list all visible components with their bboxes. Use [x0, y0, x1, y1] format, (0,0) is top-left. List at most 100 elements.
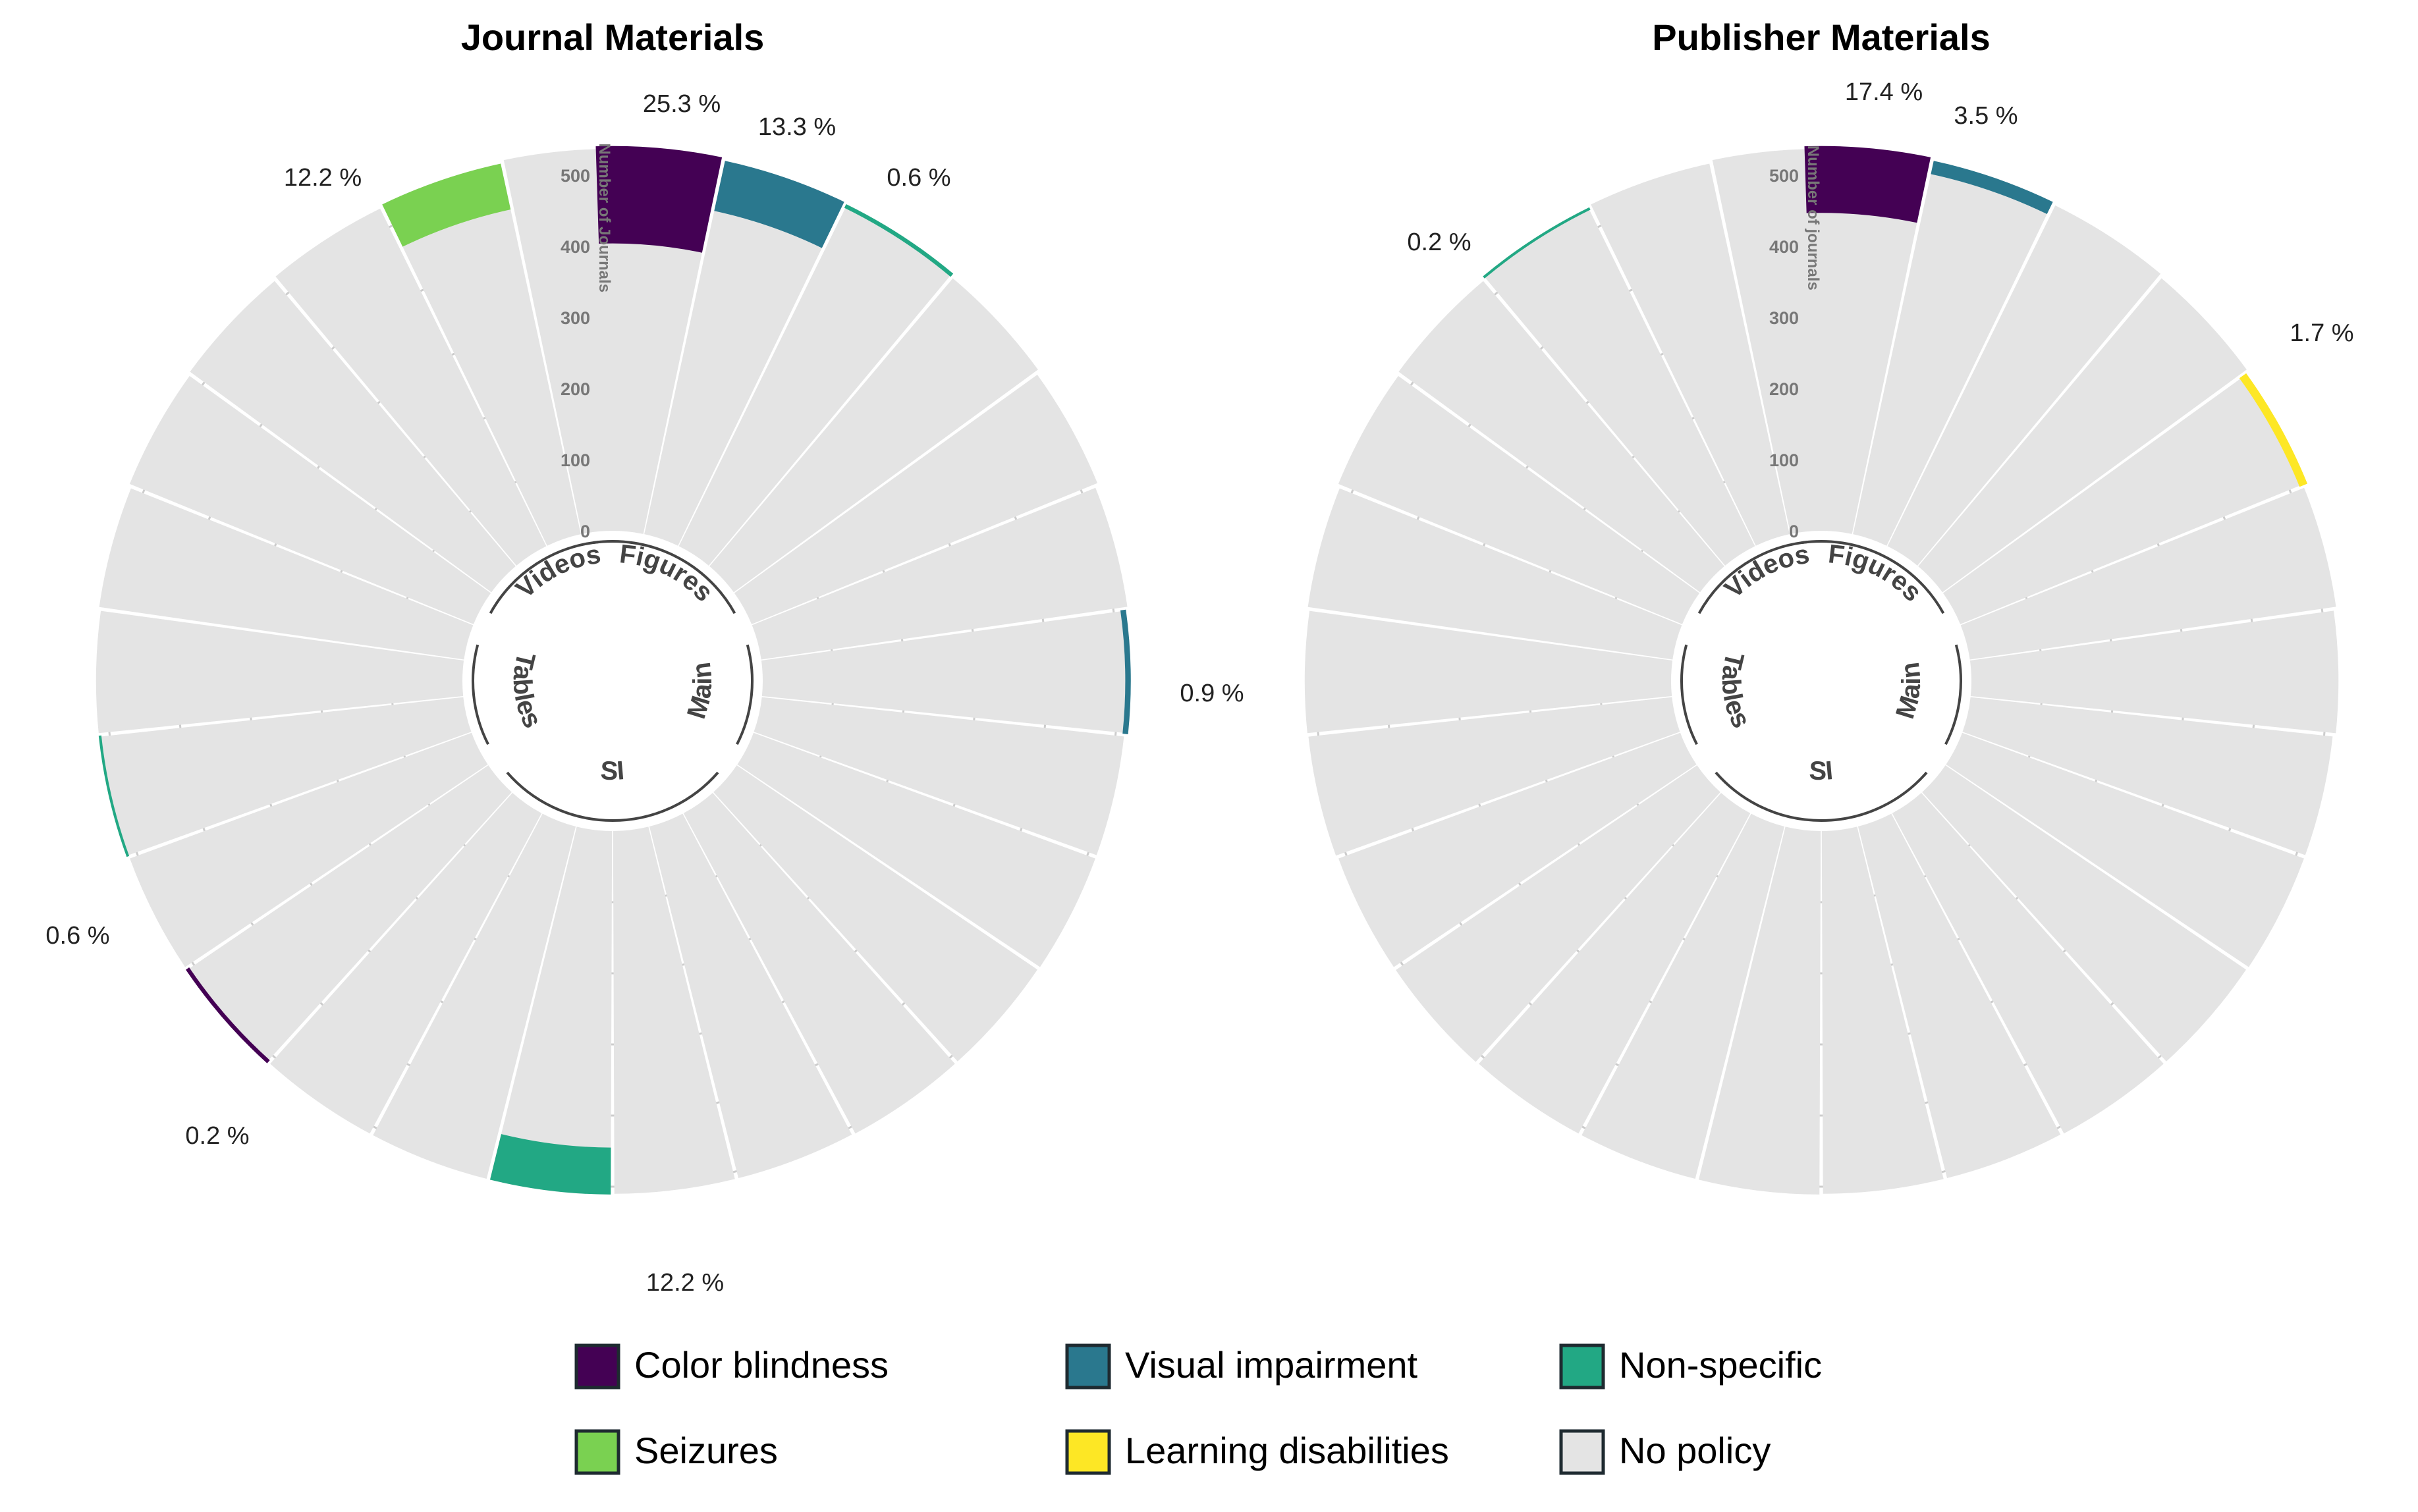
group-label: Tables — [1717, 649, 1756, 732]
bar-no-policy — [129, 375, 491, 624]
legend-swatch-no-policy — [1559, 1429, 1605, 1475]
bar-no-policy — [1892, 792, 2164, 1134]
bar-no-policy — [1479, 792, 1751, 1134]
bar-no-policy — [96, 610, 464, 734]
bar-no-policy — [1712, 149, 1838, 534]
y-tick-label: 200 — [561, 379, 590, 399]
bar-no-policy — [190, 281, 516, 593]
bar-no-policy — [187, 765, 512, 1062]
bar-no-policy — [1307, 488, 1682, 660]
bar-no-policy — [754, 697, 1124, 855]
bar-no-policy — [382, 163, 581, 546]
bar-no-policy — [1922, 765, 2247, 1062]
y-axis-label: Number of Journals — [595, 143, 613, 292]
bar-no-policy — [737, 732, 1095, 967]
bar-no-policy — [1591, 163, 1790, 546]
legend-label: Color blindness — [634, 1344, 889, 1386]
bar-no-policy — [1398, 281, 1724, 593]
bar-no-policy — [649, 813, 852, 1179]
group-label: SI — [600, 756, 626, 786]
y-tick-label: 300 — [1769, 308, 1799, 328]
bar-segment-color-blindness — [1804, 146, 1931, 223]
bar-no-policy — [734, 374, 1098, 624]
bar-no-policy — [1304, 610, 1673, 734]
bar-no-policy — [1962, 697, 2333, 855]
legend-label: No policy — [1619, 1430, 1771, 1471]
legend: Color blindness Visual impairment Non-spec… — [574, 1343, 1822, 1475]
legend-label: Seizures — [634, 1430, 778, 1471]
legend-swatch-non-specific — [1559, 1343, 1605, 1390]
bar-segment-color-blindness — [185, 967, 270, 1064]
y-tick-label: 200 — [1769, 379, 1799, 399]
bar-no-policy — [1698, 826, 1821, 1195]
y-tick-label: 500 — [561, 166, 590, 186]
y-tick-label: 400 — [561, 237, 590, 257]
data-label: 1.7 % — [2290, 319, 2353, 347]
bar-no-policy — [1338, 375, 1700, 624]
bar-segment-non-specific — [98, 735, 130, 857]
bar-segment-visual-impairment — [714, 161, 844, 248]
chart-title: Journal Materials — [461, 16, 765, 58]
group-arc-tables — [472, 644, 489, 745]
data-label: 12.2 % — [646, 1269, 724, 1297]
data-label: 25.3 % — [643, 90, 721, 118]
group-label: SI — [1809, 756, 1834, 786]
bar-no-policy — [752, 487, 1128, 660]
legend-swatch-color-blindness — [574, 1343, 620, 1390]
bar-no-policy — [1942, 374, 2307, 624]
bar-no-policy — [130, 732, 488, 967]
bar-segment-visual-impairment — [1931, 161, 2053, 215]
bar-no-policy — [1821, 826, 1944, 1194]
bar-no-policy — [1857, 813, 2061, 1179]
legend-swatch-learning-disabilities — [1065, 1429, 1111, 1475]
bar-no-policy — [644, 161, 844, 546]
bar-no-policy — [1969, 610, 2339, 734]
legend-swatch-seizures — [574, 1429, 620, 1475]
bar-segment-non-specific — [489, 1134, 611, 1195]
group-label: Tables — [508, 649, 547, 732]
legend-label: Visual impairment — [1125, 1344, 1417, 1386]
y-tick-label: 0 — [580, 522, 590, 541]
data-label: 0.6 % — [45, 922, 109, 950]
group-label: Main — [1890, 661, 1926, 722]
group-arc-si — [506, 771, 719, 822]
bar-no-policy — [1581, 813, 1785, 1179]
group-arc-videos — [1697, 540, 1809, 614]
data-label: 13.3 % — [758, 113, 836, 141]
y-tick-label: 500 — [1769, 166, 1799, 186]
y-tick-label: 100 — [1769, 450, 1799, 470]
group-arc-figures — [593, 540, 736, 614]
bar-no-policy — [613, 826, 735, 1194]
bar-segment-non-specific — [844, 203, 954, 277]
bar-no-policy — [1396, 765, 1720, 1062]
data-label: 0.2 % — [1407, 229, 1471, 256]
y-tick-label: 300 — [561, 308, 590, 328]
bar-no-policy — [99, 488, 474, 660]
group-arc-main — [1944, 644, 1962, 745]
group-arc-figures — [1801, 540, 1945, 614]
group-arc-main — [736, 644, 754, 745]
group-arc-tables — [1680, 644, 1698, 745]
bar-no-policy — [709, 278, 1038, 593]
data-label: 3.5 % — [1954, 102, 2018, 130]
bar-no-policy — [1308, 697, 1680, 856]
bar-segment-learning-disabilities — [2239, 373, 2308, 487]
data-label: 0.9 % — [1180, 680, 1244, 707]
y-tick-label: 0 — [1789, 522, 1799, 541]
bar-no-policy — [503, 149, 630, 534]
chart-publisher-materials: Publisher Materials 17.4 % 3.5 % 1.7 % 0.2 … — [1304, 16, 2354, 1195]
bar-segment-non-specific — [1483, 207, 1591, 279]
chart-title: Publisher Materials — [1652, 16, 1991, 58]
bar-no-policy — [713, 765, 1038, 1062]
legend-label: Non-specific — [1619, 1344, 1822, 1386]
bar-segment-seizures — [382, 163, 511, 247]
bar-no-policy — [1338, 732, 1697, 967]
chart-journal-materials: Journal Materials 25.3 % 13.3 % 0.6 % 0.9 %… — [45, 16, 1244, 1297]
bar-segment-visual-impairment — [1120, 609, 1131, 735]
bar-no-policy — [1946, 732, 2304, 967]
bar-no-policy — [1960, 487, 2336, 660]
y-tick-label: 100 — [561, 450, 590, 470]
y-tick-label: 400 — [1769, 237, 1799, 257]
data-label: 0.6 % — [887, 164, 950, 192]
